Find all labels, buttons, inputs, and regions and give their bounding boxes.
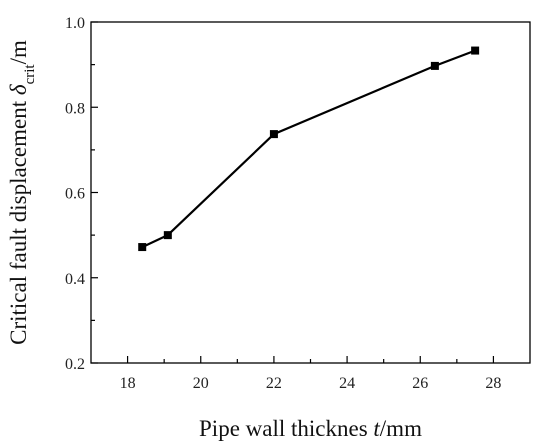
x-axis-title: Pipe wall thicknes t/mm bbox=[199, 416, 422, 441]
series-line bbox=[141, 49, 476, 249]
x-tick-label: 18 bbox=[120, 375, 136, 392]
data-point bbox=[269, 130, 278, 139]
data-markers bbox=[138, 46, 480, 252]
data-point bbox=[471, 46, 480, 55]
y-tick-label: 0.2 bbox=[65, 356, 85, 373]
axis-ticks bbox=[91, 21, 495, 364]
y-tick-label: 0.4 bbox=[65, 271, 85, 288]
y-tick-label: 0.8 bbox=[65, 100, 85, 117]
plot-area bbox=[90, 21, 531, 364]
x-tick-label: 26 bbox=[412, 375, 428, 392]
data-point bbox=[138, 243, 147, 252]
y-tick-label: 0.6 bbox=[65, 186, 85, 203]
x-tick-label: 28 bbox=[485, 375, 501, 392]
x-tick-label: 20 bbox=[193, 375, 209, 392]
y-axis-title: Critical fault displacement δcrit/m bbox=[6, 40, 38, 345]
x-tick-label: 22 bbox=[266, 375, 282, 392]
y-tick-label: 1.0 bbox=[65, 15, 85, 32]
data-point bbox=[163, 231, 172, 240]
tick-labels: 18 20 22 24 26 28 0.2 0.4 0.6 0.8 1.0 bbox=[65, 15, 501, 392]
data-point bbox=[430, 61, 439, 70]
x-tick-label: 24 bbox=[339, 375, 355, 392]
